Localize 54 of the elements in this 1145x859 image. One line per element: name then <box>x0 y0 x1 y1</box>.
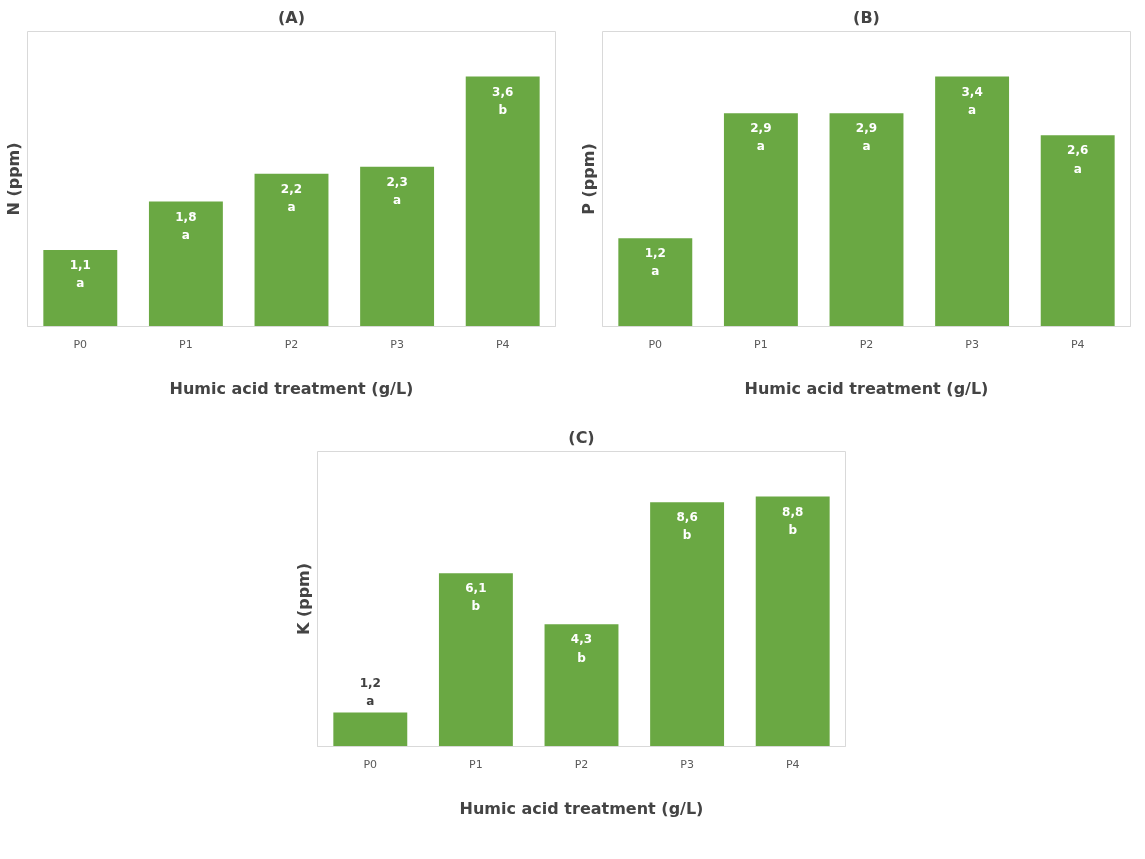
bar <box>1040 135 1115 327</box>
bar <box>544 624 619 747</box>
chart-title: (B) <box>853 7 880 27</box>
bar <box>148 201 223 327</box>
bar <box>254 173 329 327</box>
x-tick-label: P1 <box>469 757 483 771</box>
data-label: 8,8 b <box>782 504 804 537</box>
y-axis-title: K (ppm) <box>293 562 313 636</box>
data-label: 2,2 a <box>280 181 303 214</box>
x-tick-label: P2 <box>859 337 874 351</box>
x-tick-label: P3 <box>965 337 979 351</box>
chart-title: (A) <box>278 7 306 27</box>
x-tick-label: P3 <box>390 337 404 351</box>
data-label: 1,8 a <box>175 209 197 242</box>
x-tick-label: P2 <box>284 337 299 351</box>
bar <box>43 250 118 327</box>
x-tick-label: P0 <box>73 337 88 351</box>
bar <box>618 238 693 327</box>
x-tick-label: P1 <box>754 337 768 351</box>
data-label: 1,1 a <box>69 258 91 291</box>
x-tick-label: P4 <box>495 337 510 351</box>
x-tick-label: P0 <box>363 757 378 771</box>
data-label: 6,1 b <box>465 581 487 614</box>
bar <box>438 573 513 747</box>
x-tick-label: P0 <box>648 337 663 351</box>
bar <box>829 113 904 327</box>
bar <box>755 496 830 747</box>
data-label: 8,6 b <box>676 510 698 543</box>
x-axis-title: Humic acid treatment (g/L) <box>744 378 989 398</box>
bar <box>360 166 435 327</box>
x-tick-label: P4 <box>785 757 800 771</box>
data-label: 1,2 a <box>359 676 381 709</box>
data-label: 2,9 a <box>750 121 772 154</box>
data-label: 2,6 a <box>1067 143 1089 176</box>
chart-title: (C) <box>568 427 595 447</box>
x-tick-label: P4 <box>1070 337 1085 351</box>
data-label: 4,3 b <box>570 632 593 665</box>
bar <box>650 502 725 747</box>
x-tick-label: P1 <box>179 337 193 351</box>
data-label: 2,9 a <box>855 121 878 154</box>
y-axis-title: N (ppm) <box>3 142 23 216</box>
bar <box>723 113 798 327</box>
data-label: 2,3 a <box>386 174 408 207</box>
x-tick-label: P3 <box>680 757 694 771</box>
bar <box>935 76 1010 327</box>
data-label: 3,4 a <box>961 84 983 117</box>
bar <box>333 712 408 747</box>
x-axis-title: Humic acid treatment (g/L) <box>459 798 704 818</box>
data-label: 3,6 b <box>492 84 514 117</box>
bar <box>465 76 540 327</box>
data-label: 1,2 a <box>644 246 666 279</box>
x-axis-title: Humic acid treatment (g/L) <box>169 378 414 398</box>
x-tick-label: P2 <box>574 757 589 771</box>
y-axis-title: P (ppm) <box>578 143 598 215</box>
